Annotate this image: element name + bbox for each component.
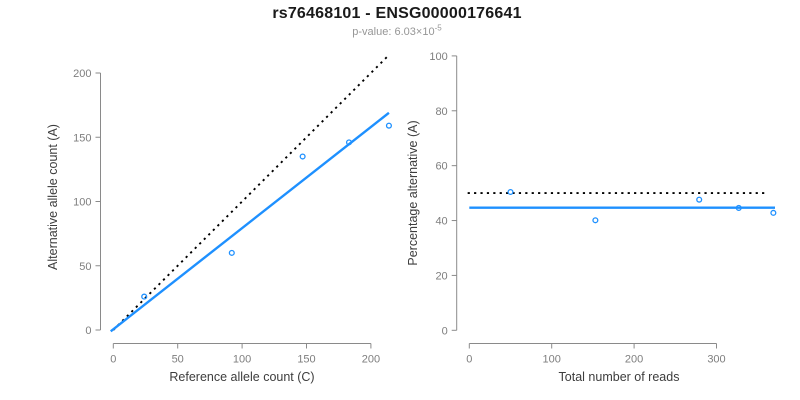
right-x-tick-label: 200 (625, 354, 643, 366)
right-data-point (696, 196, 703, 203)
figure-subtitle: p-value: 6.03×10-5 (0, 23, 794, 38)
figure-title: rs76468101 - ENSG00000176641 (272, 5, 522, 22)
left-data-point (385, 122, 392, 129)
pvalue-exponent: -5 (434, 23, 442, 33)
left-y-tick-label: 100 (73, 197, 91, 209)
right-data-point (592, 217, 599, 224)
left-y-tick-label: 0 (85, 325, 91, 337)
right-data-point (770, 209, 777, 216)
pvalue-prefix: p-value: (352, 26, 395, 38)
right-y-tick-label: 60 (435, 161, 447, 173)
left-data-point (299, 153, 306, 160)
times-sign: × (415, 26, 423, 38)
left-fit-line (109, 111, 390, 333)
left-data-point (141, 293, 148, 300)
left-x-tick-label: 0 (110, 354, 116, 366)
left-x-tick-label: 150 (297, 354, 315, 366)
pvalue-base: 10 (422, 26, 435, 38)
left-y-tick-label: 50 (79, 261, 91, 273)
right-x-axis-title: Total number of reads (559, 370, 680, 384)
right-x-tick-label: 100 (543, 354, 561, 366)
right-y-tick-label: 40 (435, 216, 447, 228)
left-data-point (345, 139, 353, 146)
left-y-tick-label: 200 (73, 68, 91, 80)
left-y-axis-title: Alternative allele count (A) (46, 124, 60, 270)
right-y-tick-label: 20 (435, 270, 447, 282)
left-data-point (228, 249, 235, 256)
left-x-tick-label: 200 (362, 354, 380, 366)
right-y-axis-title: Percentage alternative (A) (406, 120, 420, 265)
pvalue-mantissa: 6.03 (394, 26, 416, 38)
right-y-tick-label: 0 (442, 325, 448, 337)
left-x-axis-title: Reference allele count (C) (169, 370, 314, 384)
right-x-tick-label: 0 (466, 354, 472, 366)
left-x-tick-label: 100 (233, 354, 251, 366)
right-y-tick-label: 100 (429, 51, 447, 63)
right-y-tick-label: 80 (435, 106, 447, 118)
right-data-point (507, 188, 514, 196)
right-data-point (735, 204, 742, 211)
left-x-tick-label: 50 (172, 354, 184, 366)
left-identity-line (112, 55, 389, 331)
right-x-tick-label: 300 (707, 354, 725, 366)
left-y-tick-label: 150 (73, 132, 91, 144)
